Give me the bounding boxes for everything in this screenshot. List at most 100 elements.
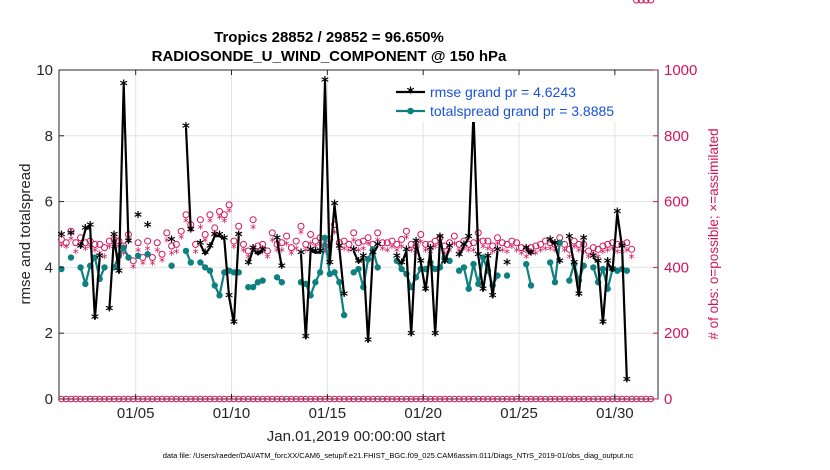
legend-rmse-marker: *: [407, 84, 415, 102]
legend-spread-label: totalspread grand pr = 3.8885: [430, 103, 614, 119]
rmse-point: *: [115, 264, 123, 282]
obs-possible-marker: [585, 247, 593, 255]
obs-assimilated-marker: *: [614, 247, 620, 261]
obs-possible-marker: [599, 242, 607, 250]
obs-zero-marker: [72, 395, 80, 403]
totalspread-point: [120, 244, 127, 251]
obs-assimilated-marker: *: [240, 245, 246, 259]
rmse-point: *: [503, 256, 511, 274]
y-tick-label: 0: [45, 391, 53, 408]
obs-possible-marker: [345, 240, 353, 248]
obs-possible-marker: [364, 234, 372, 242]
obs-possible-marker: [594, 245, 602, 253]
obs-assimilated-marker: *: [121, 248, 127, 262]
totalspread-point: [206, 267, 214, 274]
obs-zero-marker: [522, 395, 530, 403]
obs-assimilated-marker: *: [629, 252, 635, 266]
obs-zero-marker: [211, 395, 219, 403]
obs-assimilated-marker: *: [581, 247, 587, 261]
obs-zero-marker: [441, 395, 449, 403]
obs-zero-marker: [566, 395, 573, 403]
obs-zero-marker: [604, 395, 611, 403]
obs-assimilated-marker: *: [547, 243, 553, 257]
totalspread-point: [364, 255, 372, 263]
obs-possible-marker: [393, 240, 401, 248]
obs-assimilated-marker: *: [269, 235, 275, 249]
obs-zero-marker: [278, 395, 286, 403]
totalspread-point: [259, 277, 266, 284]
obs-zero-marker: [537, 395, 544, 403]
rmse-point: *: [393, 249, 401, 267]
obs-possible-marker: [230, 237, 238, 245]
obs-zero-marker: [546, 395, 554, 403]
obs-zero-marker: [292, 395, 300, 403]
obs-assimilated-marker: *: [332, 227, 338, 241]
obs-possible-marker: [527, 244, 535, 252]
obs-assimilated-marker: *: [135, 245, 141, 259]
obs-possible-marker: [297, 222, 305, 230]
obs-assimilated-marker: *: [250, 222, 256, 236]
obs-assimilated-marker: *: [360, 243, 366, 257]
obs-assimilated-marker: *: [399, 242, 405, 256]
totalspread-point: [331, 269, 338, 276]
obs-possible-marker: [446, 239, 454, 247]
obs-possible-marker: [292, 237, 300, 245]
obs-zero-marker: [144, 395, 151, 403]
rmse-point: *: [326, 256, 334, 274]
x-tick-label: 01/20: [404, 405, 442, 422]
obs-assimilated-marker: *: [461, 243, 467, 257]
rmse-point: *: [570, 256, 578, 274]
obs-assimilated-marker: *: [533, 248, 539, 262]
obs-assimilated-marker: *: [514, 245, 520, 259]
totalspread-point: [590, 264, 597, 271]
totalspread-point: [316, 269, 324, 276]
rmse-point: *: [216, 228, 224, 246]
obs-zero-marker: [96, 395, 104, 403]
obs-zero-marker: [359, 395, 367, 403]
obs-assimilated-marker: *: [494, 238, 500, 252]
totalspread-point: [211, 282, 218, 289]
obs-assimilated-marker: *: [499, 245, 505, 259]
x-tick-label: 01/30: [596, 405, 634, 422]
obs-assimilated-marker: *: [154, 245, 160, 259]
series-line: [79, 80, 628, 381]
obs-assimilated-marker: *: [245, 252, 251, 266]
obs-zero-marker: [427, 395, 434, 403]
obs-possible-marker: [192, 240, 200, 248]
obs-zero-marker: [110, 395, 118, 403]
obs-assimilated-marker: *: [322, 247, 328, 261]
obs-zero-marker: [173, 395, 180, 403]
rmse-point: *: [460, 238, 468, 256]
rmse-point: *: [331, 196, 339, 214]
rmse-point: *: [613, 205, 621, 223]
obs-zero-marker: [484, 395, 492, 403]
obs-assimilated-marker: *: [562, 245, 568, 259]
rmse-point: *: [594, 254, 602, 272]
obs-assimilated-marker: *: [518, 248, 524, 262]
obs-possible-marker: [537, 240, 545, 248]
obs-assimilated-marker: *: [197, 222, 203, 236]
obs-assimilated-marker: *: [202, 235, 208, 249]
obs-possible-marker: [211, 224, 219, 232]
obs-assimilated-marker: *: [92, 245, 98, 259]
rmse-point: *: [225, 289, 233, 307]
rmse-point: *: [201, 246, 209, 264]
rmse-point: *: [551, 236, 559, 254]
totalspread-point: [566, 277, 573, 284]
obs-assimilated-marker: *: [403, 232, 409, 246]
obs-possible-marker: [278, 239, 286, 247]
obs-assimilated-marker: *: [418, 237, 424, 251]
obs-zero-marker: [628, 395, 635, 403]
rmse-point: *: [527, 246, 535, 264]
obs-zero-marker: [475, 395, 482, 403]
obs-possible-marker: [206, 211, 214, 219]
obs-zero-marker: [307, 395, 314, 403]
totalspread-point: [551, 279, 559, 286]
rmse-point: *: [580, 231, 588, 249]
rmse-point: *: [446, 239, 454, 257]
y-tick-label: 4: [45, 259, 53, 276]
obs-possible-marker: [623, 239, 631, 247]
obs-assimilated-marker: *: [566, 252, 572, 266]
obs-zero-marker: [590, 395, 597, 403]
totalspread-point: [230, 269, 238, 276]
